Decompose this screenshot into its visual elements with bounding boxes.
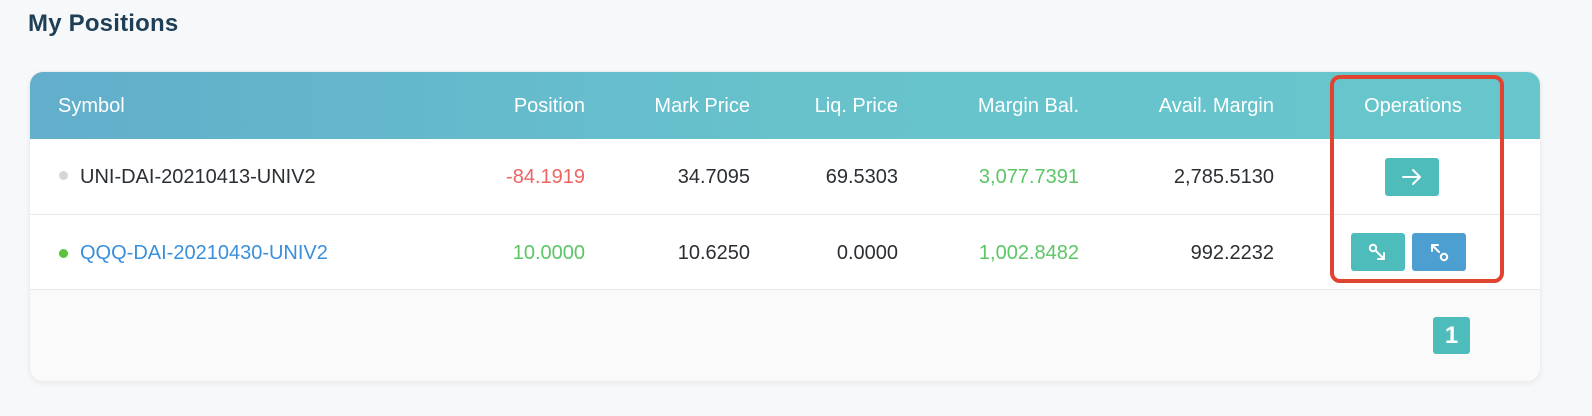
pagination-page-current[interactable]: 1 (1433, 317, 1470, 354)
margin-bal-cell: 3,077.7391 (978, 166, 1079, 188)
table-row: UNI-DAI-20210413-UNIV2 -84.1919 34.7095 … (30, 139, 1540, 214)
position-cell: 10.0000 (512, 242, 585, 264)
shrink-position-button[interactable] (1351, 233, 1405, 271)
status-dot-active (59, 249, 68, 258)
table-header: Symbol Position Mark Price Liq. Price Ma… (30, 72, 1540, 139)
expand-icon (1431, 244, 1449, 262)
status-dot-inactive (59, 171, 68, 180)
header-position: Position (513, 95, 585, 117)
liq-price-cell: 0.0000 (836, 242, 898, 264)
header-avail-margin: Avail. Margin (1158, 95, 1274, 117)
symbol-link[interactable]: QQQ-DAI-20210430-UNIV2 (80, 242, 328, 264)
mark-price-cell: 10.6250 (677, 242, 750, 264)
row-divider (30, 214, 1540, 215)
go-to-position-button[interactable] (1385, 158, 1439, 196)
arrow-right-icon (1402, 169, 1421, 185)
header-liq-price: Liq. Price (814, 95, 898, 117)
header-margin-bal: Margin Bal. (977, 95, 1079, 117)
margin-bal-cell: 1,002.8482 (978, 242, 1079, 264)
header-operations: Operations (1364, 95, 1462, 117)
shrink-icon (1368, 243, 1385, 260)
mark-price-cell: 34.7095 (677, 166, 750, 188)
position-cell: -84.1919 (506, 166, 585, 188)
positions-table: Symbol Position Mark Price Liq. Price Ma… (29, 71, 1541, 382)
expand-position-button[interactable] (1412, 233, 1466, 271)
header-mark-price: Mark Price (654, 95, 750, 117)
avail-margin-cell: 992.2232 (1190, 242, 1274, 264)
liq-price-cell: 69.5303 (825, 166, 898, 188)
table-row: QQQ-DAI-20210430-UNIV2 10.0000 10.6250 0… (30, 215, 1540, 290)
symbol-cell: UNI-DAI-20210413-UNIV2 (80, 166, 316, 188)
row-divider (30, 289, 1540, 290)
avail-margin-cell: 2,785.5130 (1173, 166, 1274, 188)
header-symbol: Symbol (58, 95, 125, 117)
page-title: My Positions (28, 10, 179, 37)
